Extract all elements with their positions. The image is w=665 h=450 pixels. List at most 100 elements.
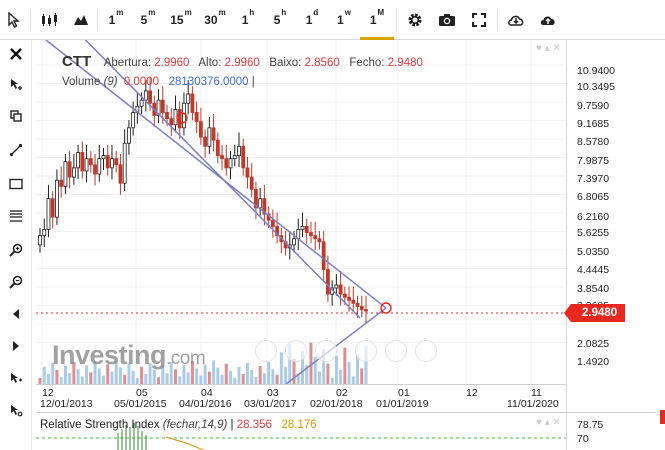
candle-body <box>249 176 254 190</box>
candle-body <box>224 158 229 169</box>
upload-icon[interactable] <box>532 0 564 40</box>
trendline-icon[interactable] <box>0 136 32 164</box>
rsi-legend: Relative Strength Index (fechar,14,9) | … <box>40 419 317 431</box>
candle-body <box>254 189 258 209</box>
low-value: 2.8560 <box>304 57 340 69</box>
nav-button[interactable] <box>285 340 307 362</box>
timeframe-1m[interactable]: 1m <box>100 0 132 40</box>
volume-bar <box>195 368 199 384</box>
timeframe-1M[interactable]: 1M <box>360 0 394 40</box>
candle-body <box>177 108 182 129</box>
timeframe-5h[interactable]: 5h <box>264 0 296 40</box>
volume-bar <box>72 362 76 384</box>
camera-icon[interactable] <box>431 0 463 40</box>
volume-bar <box>334 355 338 384</box>
nav-button[interactable] <box>255 340 277 362</box>
volume-bar <box>229 370 233 384</box>
fibonacci-icon[interactable] <box>0 202 32 230</box>
rectangle-icon[interactable] <box>0 170 32 198</box>
timeframe-label: 5h <box>273 8 287 27</box>
candle-body <box>156 99 161 116</box>
volume-bar <box>284 366 288 384</box>
close-icon[interactable] <box>0 40 32 68</box>
volume-bar <box>203 364 207 384</box>
download-icon[interactable] <box>500 0 532 40</box>
mountain-chart-icon[interactable] <box>67 0 95 40</box>
nav-button[interactable] <box>415 340 437 362</box>
timeframe-1h[interactable]: 1h <box>232 0 264 40</box>
volume-bar <box>330 378 334 384</box>
candle-body <box>110 158 114 169</box>
pane-controls-icon[interactable]: ♥ ▴ ✕ <box>536 43 561 54</box>
candlestick-icon[interactable] <box>33 0 67 40</box>
volume-bar <box>313 357 317 384</box>
volume-bar <box>271 369 275 384</box>
volume-bar <box>140 366 144 384</box>
timeframe-label: 30m <box>204 8 226 27</box>
rsi-axis[interactable]: 78.75 70 <box>566 412 656 450</box>
candle-body <box>186 93 191 104</box>
timeframe-5m[interactable]: 5m <box>132 0 164 40</box>
candle-body <box>198 121 203 138</box>
price-axis-label: 10.3495 <box>577 81 615 93</box>
price-axis-label: 2.0825 <box>577 338 610 350</box>
timeframe-1d[interactable]: 1d <box>296 0 328 40</box>
zoom-in-icon[interactable] <box>0 236 32 264</box>
rsi-canvas <box>36 423 566 450</box>
volume-value-2: 28130376.0000 <box>168 76 249 88</box>
magnet-icon[interactable] <box>0 364 32 392</box>
volume-bar <box>93 361 97 384</box>
scroll-right-icon[interactable] <box>0 332 32 360</box>
timeframe-1w[interactable]: 1w <box>328 0 360 40</box>
nav-button[interactable] <box>315 340 337 362</box>
candle-body <box>292 238 296 246</box>
volume-bar <box>305 365 309 384</box>
candle-body <box>241 145 246 169</box>
price-axis-label: 7.9875 <box>577 155 610 167</box>
candle-body <box>194 112 199 123</box>
volume-bar <box>309 342 313 384</box>
candle-body <box>275 225 279 237</box>
timeframe-label: 1m <box>108 8 124 27</box>
fullscreen-icon[interactable] <box>463 0 495 40</box>
rsi-pane[interactable]: Relative Strength Index (fechar,14,9) | … <box>36 412 566 450</box>
close-value: 2.9480 <box>387 57 423 69</box>
current-price-tag: 2.9480 <box>564 304 625 322</box>
price-chart[interactable] <box>36 0 566 412</box>
volume-bar <box>165 373 169 384</box>
copy-icon[interactable] <box>0 102 32 130</box>
timeframe-30m[interactable]: 30m <box>198 0 232 40</box>
candle-body <box>258 198 263 209</box>
volume-bar <box>186 372 190 384</box>
ohlc-legend: CTT Abertura: 2.9960 Alto: 2.9960 Baixo:… <box>62 53 423 70</box>
candle-body <box>228 158 233 169</box>
candle-body <box>325 269 330 295</box>
nav-button[interactable] <box>385 340 407 362</box>
scroll-left-icon[interactable] <box>0 300 32 328</box>
time-axis[interactable]: 12 05 04 03 02 01 12 11 12/01/2013 05/01/2015 04/0… <box>36 384 566 412</box>
volume-bar <box>42 366 46 384</box>
price-axis-label: 1.4920 <box>577 356 610 368</box>
zoom-out-icon[interactable] <box>0 268 32 296</box>
volume-bar <box>123 374 127 384</box>
cursor-icon[interactable] <box>0 0 28 40</box>
timeframe-15m[interactable]: 15m <box>164 0 198 40</box>
volume-bar <box>360 368 364 384</box>
settings-gear-icon[interactable] <box>399 0 431 40</box>
price-chart-canvas[interactable] <box>36 0 566 412</box>
volume-legend: Volume (9) 0.0000 28130376.0000 | <box>62 76 255 88</box>
nav-button[interactable] <box>355 340 377 362</box>
rsi-pane-controls-icon[interactable]: ♥ ▴ ✕ <box>536 417 561 428</box>
crosshair-cursor-icon[interactable] <box>0 70 32 98</box>
candle-body <box>334 284 339 289</box>
price-axis[interactable]: 10.9400 10.3495 9.7590 9.1685 8.5780 7.9875 7.… <box>564 40 656 412</box>
volume-bar <box>322 349 326 384</box>
drawn-trendlines[interactable] <box>45 0 392 385</box>
rsi-value-2: 28.176 <box>281 419 317 431</box>
candle-body <box>84 158 89 172</box>
lock-icon[interactable] <box>0 396 32 424</box>
candle-body <box>355 302 360 307</box>
time-axis-tick-label: 05 <box>136 387 148 399</box>
volume-bar <box>85 365 89 384</box>
